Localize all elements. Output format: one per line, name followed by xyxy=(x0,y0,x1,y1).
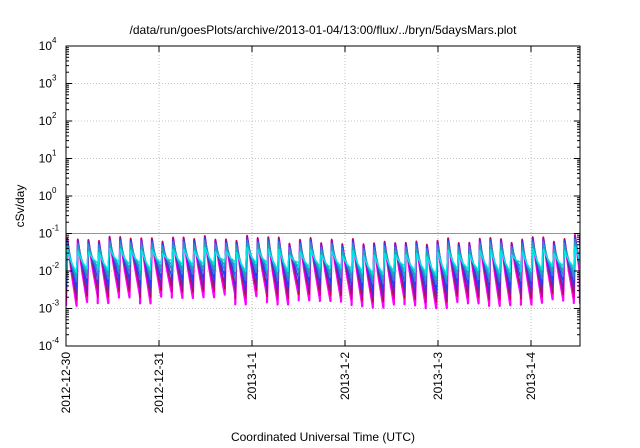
y-tick-label: 10 xyxy=(39,302,53,316)
plot-frame xyxy=(65,45,581,347)
x-tick-label: 2012-12-30 xyxy=(59,352,73,414)
y-tick-label: 10 xyxy=(39,114,53,128)
tick-marks xyxy=(65,45,580,347)
y-tick-label: 10 xyxy=(39,77,53,91)
y-tick-label: 10 xyxy=(39,152,53,166)
y-tick-label: 10 xyxy=(39,39,53,53)
x-tick-label: 2013-1-1 xyxy=(245,352,259,400)
y-tick-label: 10 xyxy=(39,227,53,241)
x-tick-label: 2013-1-3 xyxy=(431,352,445,400)
y-tick-exponent: -4 xyxy=(52,336,60,345)
x-tick-label: 2013-1-2 xyxy=(338,352,352,400)
x-axis-label: Coordinated Universal Time (UTC) xyxy=(231,430,415,444)
y-axis-label: cSv/day xyxy=(13,185,27,228)
y-tick-exponent: -3 xyxy=(52,299,60,308)
y-tick-exponent: 4 xyxy=(52,36,57,45)
chart-title: /data/run/goesPlots/archive/2013-01-04/1… xyxy=(130,23,518,37)
y-tick-exponent: -1 xyxy=(52,224,60,233)
series-line-7 xyxy=(66,246,580,276)
y-tick-exponent: 2 xyxy=(52,111,57,120)
series-layer xyxy=(66,234,580,310)
y-tick-exponent: 0 xyxy=(52,186,57,195)
y-tick-label: 10 xyxy=(39,264,53,278)
x-tick-label: 2013-1-4 xyxy=(524,352,538,400)
y-tick-exponent: 3 xyxy=(52,74,57,83)
y-tick-label: 10 xyxy=(39,339,53,353)
x-tick-labels: 2012-12-30 2012-12-31 2013-1-1 2013-1-2 2013… xyxy=(59,352,538,414)
y-tick-exponent: -2 xyxy=(52,261,60,270)
x-tick-label: 2012-12-31 xyxy=(152,352,166,414)
y-tick-exponent: 1 xyxy=(52,149,57,158)
grid xyxy=(66,46,580,346)
y-tick-label: 10 xyxy=(39,189,53,203)
